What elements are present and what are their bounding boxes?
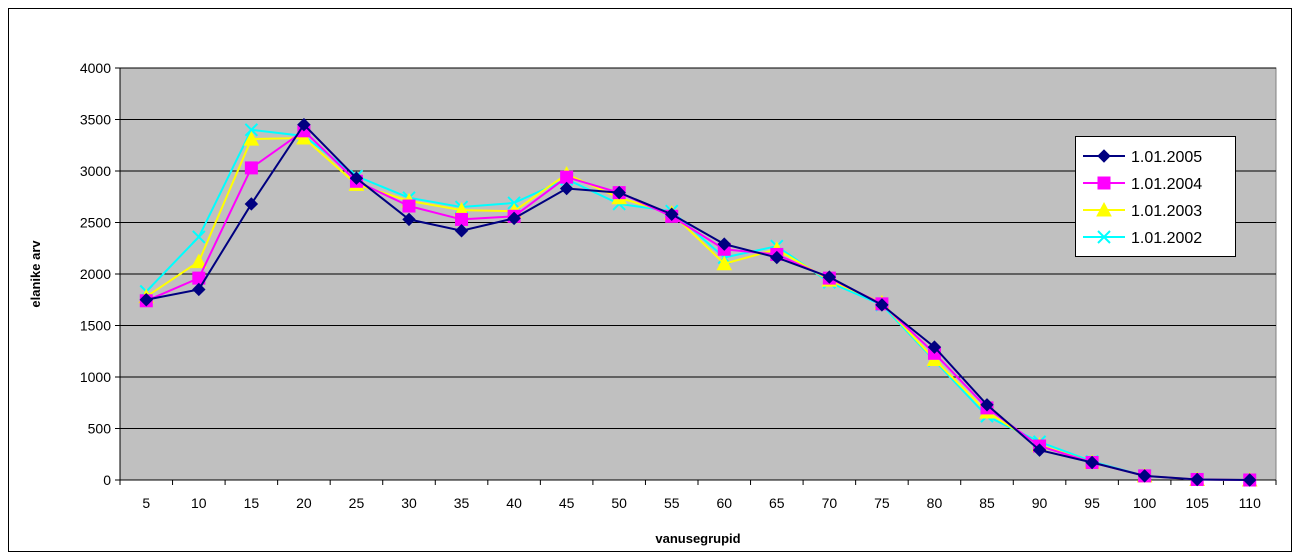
x-tick-label: 60 (716, 495, 732, 511)
data-point (192, 282, 206, 297)
x-tick-label: 35 (454, 495, 470, 511)
legend-item: 1.01.2002 (1083, 230, 1202, 247)
x-tick-label: 70 (822, 495, 838, 511)
series-lines (138, 117, 1258, 487)
x-tick-label: 45 (559, 495, 575, 511)
data-point (770, 250, 784, 265)
legend-swatch-marker (1097, 176, 1111, 190)
x-tick-label: 30 (401, 495, 417, 511)
legend: 1.01.2005 1.01.2004 1.01.2003 1.01.2002 (1075, 136, 1236, 257)
x-tick-label: 15 (244, 495, 260, 511)
data-point (716, 255, 733, 271)
x-tick-label: 90 (1032, 495, 1048, 511)
x-tick-label: 105 (1186, 495, 1210, 511)
data-point (1243, 473, 1257, 487)
data-point (1137, 469, 1152, 483)
data-point (190, 253, 207, 269)
x-tick-label: 50 (611, 495, 627, 511)
data-point (297, 117, 311, 132)
x-tick-label: 65 (769, 495, 785, 511)
data-point (1032, 443, 1047, 457)
legend-label: 1.01.2002 (1131, 230, 1202, 247)
y-tick-label: 1000 (80, 369, 111, 385)
x-tick-label: 25 (349, 495, 365, 511)
x-axis-title: vanusegrupid (655, 531, 740, 546)
y-tick-label: 2500 (80, 215, 111, 231)
data-point (822, 270, 837, 284)
data-point (455, 212, 469, 226)
data-point (139, 293, 153, 307)
data-point (665, 207, 679, 221)
data-point (349, 171, 364, 185)
series-line (145, 129, 1250, 481)
x-tick-label: 40 (506, 495, 522, 511)
legend-item: 1.01.2003 (1083, 201, 1202, 220)
legend-item: 1.01.2005 (1083, 149, 1202, 166)
x-tick-label: 85 (979, 495, 995, 511)
data-point (559, 181, 574, 196)
x-tick-label: 10 (191, 495, 207, 511)
axes: 0 500 1000 1500 2000 2500 3000 3500 4000 5 10 15 20 2… (80, 60, 1277, 511)
y-tick-label: 2000 (80, 266, 111, 282)
y-axis-title: elanike arv (28, 240, 43, 308)
legend-label: 1.01.2005 (1131, 149, 1202, 166)
data-point (1085, 455, 1099, 470)
legend-swatch-marker (1097, 230, 1111, 244)
y-tick-label: 0 (103, 472, 111, 488)
data-point (244, 197, 259, 211)
legend-item: 1.01.2004 (1083, 176, 1202, 193)
data-point (875, 298, 889, 312)
data-point (980, 398, 994, 412)
y-tick-label: 3000 (80, 163, 111, 179)
series-line (146, 123, 1250, 481)
data-point (717, 237, 731, 251)
legend-label: 1.01.2003 (1131, 203, 1202, 220)
x-tick-label: 80 (927, 495, 943, 511)
x-tick-label: 110 (1239, 495, 1262, 511)
x-tick-label: 75 (874, 495, 890, 511)
x-tick-label: 20 (296, 495, 312, 511)
y-tick-label: 500 (88, 421, 112, 437)
legend-swatch-marker (1096, 201, 1112, 217)
y-tick-label: 1500 (80, 318, 111, 334)
data-point (927, 340, 942, 354)
data-point (244, 161, 258, 175)
data-point (560, 170, 574, 184)
data-point (612, 185, 626, 200)
data-point (507, 211, 521, 226)
data-point (402, 199, 416, 213)
x-tick-label: 100 (1133, 495, 1157, 511)
x-tick-label: 5 (142, 495, 150, 511)
legend-swatch-marker (1097, 149, 1111, 163)
series-1.01.2005 (139, 117, 1257, 487)
data-point (402, 212, 416, 227)
x-tick-label: 95 (1084, 495, 1100, 511)
data-point (243, 131, 260, 146)
data-point (1190, 472, 1204, 487)
y-tick-label: 4000 (80, 60, 111, 76)
data-point (192, 230, 206, 244)
data-point (507, 196, 521, 210)
data-point (454, 224, 469, 238)
data-point (296, 129, 312, 145)
legend-label: 1.01.2004 (1131, 176, 1202, 193)
x-tick-label: 55 (664, 495, 680, 511)
data-point (244, 123, 259, 137)
y-tick-label: 3500 (80, 112, 111, 128)
